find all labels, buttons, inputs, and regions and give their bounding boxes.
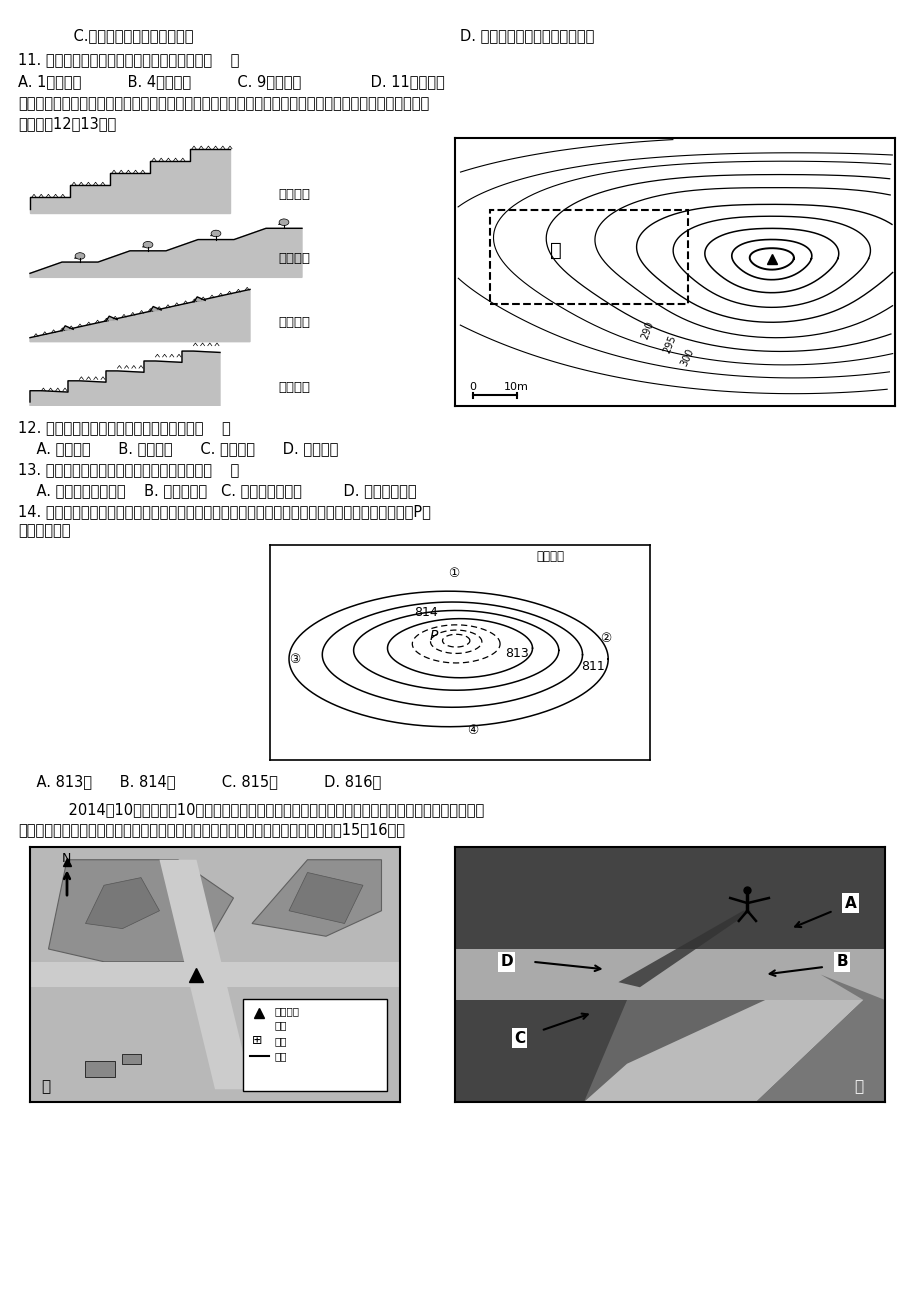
Text: 读图回答12～13题。: 读图回答12～13题。 — [18, 116, 116, 132]
Polygon shape — [455, 848, 884, 974]
Bar — [490, 211, 687, 305]
Text: ⊞: ⊞ — [252, 1034, 262, 1047]
Polygon shape — [210, 230, 216, 236]
Text: 道路: 道路 — [274, 1051, 287, 1061]
Text: C: C — [514, 1031, 525, 1046]
Polygon shape — [30, 228, 301, 277]
Circle shape — [210, 230, 221, 237]
Text: A: A — [844, 896, 856, 910]
Polygon shape — [49, 859, 233, 962]
Text: ①: ① — [448, 568, 460, 581]
Text: P: P — [429, 629, 437, 643]
Text: 反坡梯田: 反坡梯田 — [278, 380, 310, 393]
Circle shape — [278, 219, 289, 225]
Polygon shape — [85, 878, 159, 928]
Bar — [85, 1061, 115, 1077]
Text: A. 813米      B. 814米          C. 815米          D. 816米: A. 813米 B. 814米 C. 815米 D. 816米 — [18, 773, 380, 789]
Text: 隔坡梯田: 隔坡梯田 — [278, 253, 310, 266]
Polygon shape — [30, 148, 230, 214]
Text: 位置: 位置 — [274, 1021, 287, 1030]
Text: 814: 814 — [414, 605, 437, 618]
Polygon shape — [150, 306, 161, 311]
Polygon shape — [627, 848, 755, 1000]
Text: 12. 右图中甲区地形适合修筑的梯田类型是（    ）: 12. 右图中甲区地形适合修筑的梯田类型是（ ） — [18, 421, 231, 435]
Polygon shape — [584, 974, 863, 1101]
Text: 厕所: 厕所 — [274, 1036, 287, 1046]
Text: 单位：米: 单位：米 — [536, 549, 563, 562]
Text: ③: ③ — [289, 654, 300, 667]
Polygon shape — [62, 326, 74, 331]
Text: 300: 300 — [678, 346, 696, 367]
Text: A. 1月，甲地          B. 4月，乙地          C. 9月，丙地               D. 11月，丁地: A. 1月，甲地 B. 4月，乙地 C. 9月，丙地 D. 11月，丁地 — [18, 74, 444, 89]
Text: ②: ② — [600, 631, 611, 644]
Text: 10m: 10m — [504, 381, 528, 392]
Text: 2014年10月下旬上午10时（北京时间），张亮在华北地区某市一公园内游玩，下图中的甲图为公园: 2014年10月下旬上午10时（北京时间），张亮在华北地区某市一公园内游玩，下图… — [50, 802, 483, 816]
Text: 13. 在黄土高原缓坡上修筑反坡梯田的优点是（    ）: 13. 在黄土高原缓坡上修筑反坡梯田的优点是（ ） — [18, 462, 239, 477]
Text: A. 水平梯田      B. 坡式梯田      C. 隔坡梯田      D. 反坡梯田: A. 水平梯田 B. 坡式梯田 C. 隔坡梯田 D. 反坡梯田 — [18, 441, 338, 456]
Polygon shape — [30, 352, 220, 406]
Bar — [122, 1053, 141, 1064]
Text: 乙: 乙 — [854, 1079, 863, 1095]
Text: ④: ④ — [467, 724, 478, 737]
Polygon shape — [252, 859, 381, 936]
Circle shape — [143, 241, 153, 247]
Polygon shape — [30, 289, 250, 341]
Text: 值线的数值为: 值线的数值为 — [18, 523, 71, 538]
Polygon shape — [159, 859, 252, 1090]
Polygon shape — [142, 241, 148, 247]
Text: D: D — [500, 954, 513, 969]
Polygon shape — [30, 962, 400, 987]
Polygon shape — [74, 253, 80, 258]
Polygon shape — [106, 316, 117, 322]
Text: 0: 0 — [469, 381, 476, 392]
Text: 甲: 甲 — [550, 241, 562, 260]
Polygon shape — [455, 949, 884, 1000]
Text: 813: 813 — [505, 647, 528, 660]
Text: 坡式梯田: 坡式梯田 — [278, 316, 310, 329]
Polygon shape — [618, 911, 751, 987]
Polygon shape — [270, 1013, 381, 1090]
Circle shape — [75, 253, 85, 259]
Text: 11. 右图中出现降雪量最大月份和地点可能是（    ）: 11. 右图中出现降雪量最大月份和地点可能是（ ） — [18, 52, 239, 66]
Text: 811: 811 — [581, 660, 605, 673]
Text: 290: 290 — [639, 320, 655, 341]
Text: 梯田是因地制宜发展农业生产的典范。左图是四种不同类型梯田的剖面示意图，右图是某地等高线地形图。: 梯田是因地制宜发展农业生产的典范。左图是四种不同类型梯田的剖面示意图，右图是某地… — [18, 96, 429, 111]
Text: D. 对海陆交通运输造成严重破坏: D. 对海陆交通运输造成严重破坏 — [460, 29, 594, 43]
Text: 内十字路口附近的导游图，乙图为张亮拍摄于此路口的照片（注意影子）。据此回答15～16题。: 内十字路口附近的导游图，乙图为张亮拍摄于此路口的照片（注意影子）。据此回答15～… — [18, 822, 404, 837]
Text: N: N — [62, 852, 71, 865]
FancyBboxPatch shape — [243, 999, 387, 1091]
Polygon shape — [289, 872, 363, 923]
Polygon shape — [755, 974, 884, 1101]
Text: 甲: 甲 — [41, 1079, 51, 1095]
Text: A. 保水保土效果更好    B. 修筑难度小   C. 利于机械化耕作         D. 便于灌溉施肥: A. 保水保土效果更好 B. 修筑难度小 C. 利于机械化耕作 D. 便于灌溉施… — [18, 483, 416, 497]
Polygon shape — [194, 297, 205, 302]
Text: 张亮所处: 张亮所处 — [274, 1006, 299, 1017]
Text: 水平梯田: 水平梯田 — [278, 187, 310, 201]
Text: C.与旱灾属于同一种灾害类型: C.与旱灾属于同一种灾害类型 — [55, 29, 193, 43]
Text: 295: 295 — [661, 333, 677, 354]
Polygon shape — [455, 848, 884, 949]
Polygon shape — [455, 1000, 627, 1101]
Text: 14. 下图为我国某处风蚀蘑菇等高线图（实线为图上可见部分，虚线表示被上部遮盖的部分）。图中P等: 14. 下图为我国某处风蚀蘑菇等高线图（实线为图上可见部分，虚线表示被上部遮盖的… — [18, 504, 430, 519]
Polygon shape — [278, 219, 284, 224]
Text: B: B — [835, 954, 847, 969]
